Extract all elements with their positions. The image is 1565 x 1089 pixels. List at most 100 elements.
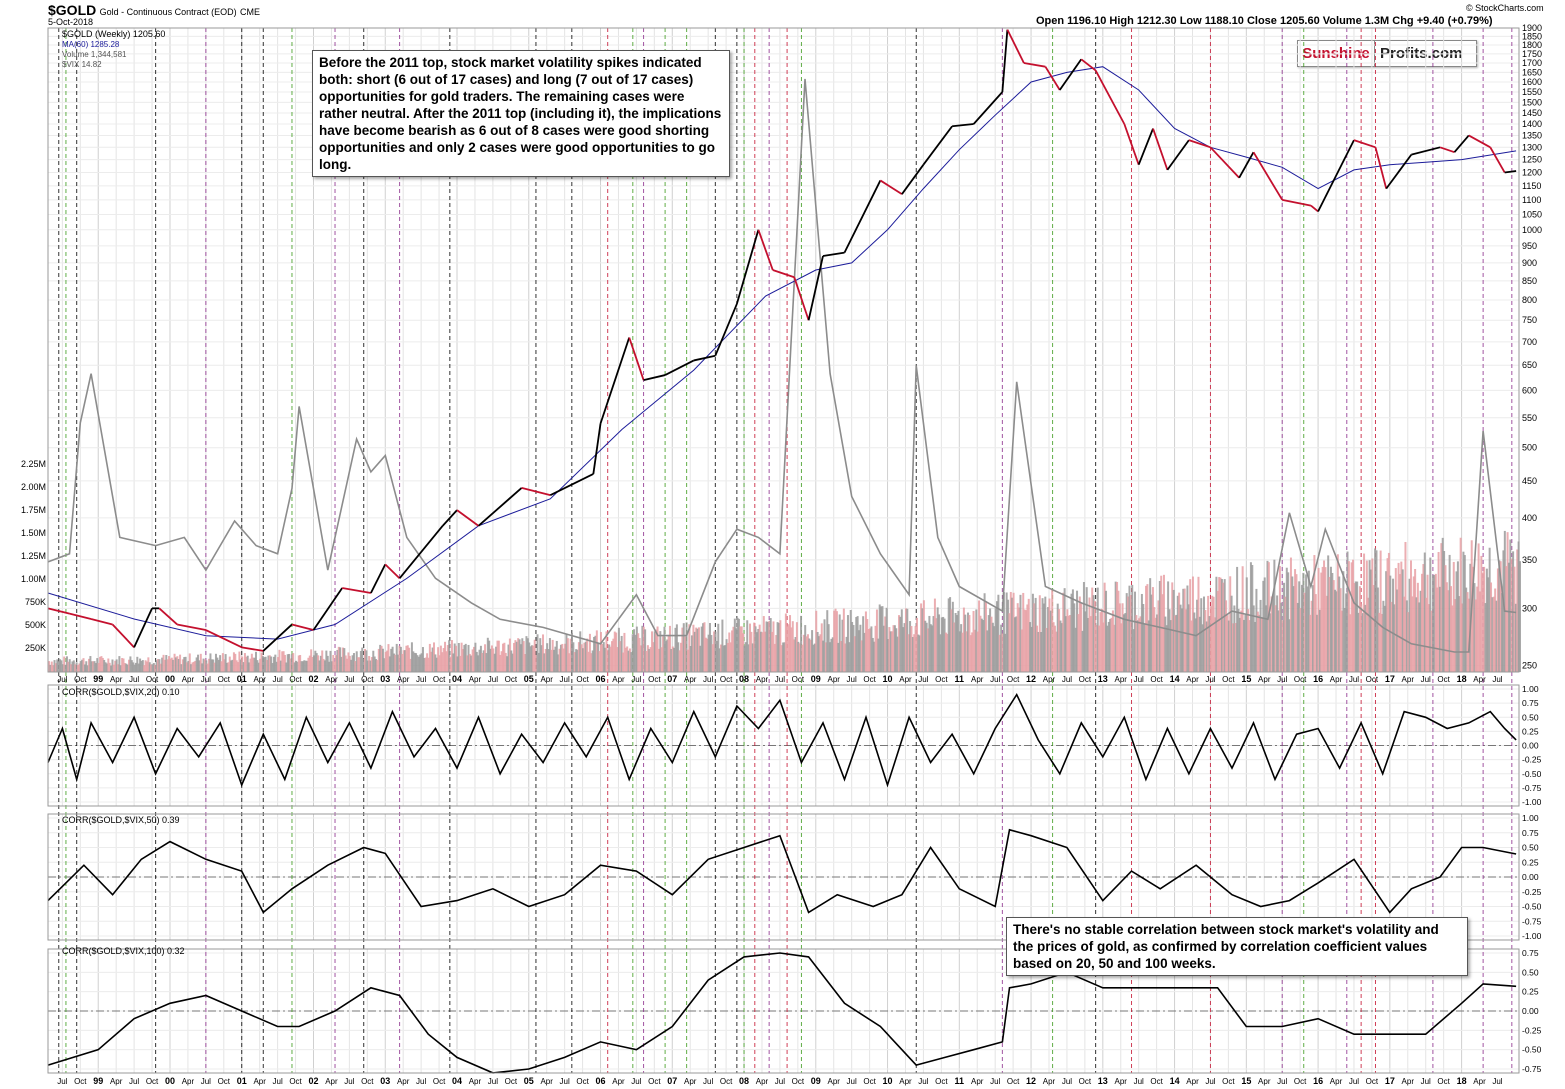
volume-bar: [130, 660, 133, 672]
x-tick-month: Oct: [1007, 675, 1020, 684]
volume-bar: [1465, 587, 1468, 672]
volume-bar: [525, 636, 528, 672]
volume-bar: [1321, 566, 1324, 672]
volume-bar: [370, 657, 373, 672]
volume-bar: [943, 618, 946, 672]
volume-bar: [942, 616, 945, 672]
volume-bar: [708, 623, 711, 672]
volume-bar: [1000, 624, 1003, 672]
volume-bar: [1342, 571, 1345, 672]
volume-bar: [1389, 575, 1392, 672]
volume-bar: [823, 619, 826, 672]
volume-bar: [1092, 595, 1095, 672]
volume-bar: [1212, 596, 1215, 672]
x-tick-month: Apr: [612, 675, 625, 684]
volume-bar: [260, 652, 263, 672]
volume-bar: [257, 662, 260, 672]
volume-bar: [379, 644, 382, 672]
volume-bar: [1438, 586, 1441, 672]
volume-bar: [906, 608, 909, 672]
volume-bar: [1116, 581, 1119, 672]
x-tick-year: 01: [237, 1076, 247, 1086]
y-tick-price: 1400: [1522, 119, 1542, 129]
volume-bar: [566, 638, 569, 672]
x-tick-month: Jul: [1062, 1077, 1072, 1086]
volume-bar: [504, 652, 507, 672]
volume-bar: [428, 643, 431, 672]
x-tick-month: Apr: [253, 1077, 266, 1086]
volume-bar: [819, 634, 822, 672]
gold-segment: [456, 509, 480, 527]
volume-bar: [76, 665, 79, 672]
volume-bar: [1327, 555, 1330, 672]
volume-bar: [935, 618, 938, 672]
x-tick-month: Jul: [1205, 675, 1215, 684]
volume-bar: [1070, 593, 1073, 672]
volume-bar: [111, 659, 114, 672]
x-tick-year: 05: [524, 674, 534, 684]
volume-bar: [466, 655, 469, 672]
x-tick-month: Jul: [129, 1077, 139, 1086]
x-tick-month: Apr: [828, 675, 841, 684]
volume-bar: [177, 659, 180, 672]
x-tick-year: 99: [93, 674, 103, 684]
volume-bar: [561, 643, 564, 672]
volume-bar: [1387, 552, 1390, 672]
volume-bar: [202, 658, 205, 672]
volume-bar: [183, 657, 186, 672]
volume-bar: [1454, 599, 1457, 672]
volume-bar: [1418, 602, 1421, 672]
gold-segment: [1385, 154, 1413, 190]
x-tick-month: Jul: [847, 1077, 857, 1086]
volume-bar: [1069, 614, 1072, 672]
volume-bar: [1300, 584, 1303, 672]
volume-bar: [548, 638, 551, 672]
volume-bar: [328, 661, 331, 672]
volume-bar: [1222, 582, 1225, 672]
volume-bar: [1451, 605, 1454, 672]
legend-ma: MA(60) 1285.28: [62, 40, 120, 49]
volume-bar: [82, 658, 85, 672]
volume-bar: [245, 656, 248, 672]
volume-bar: [842, 608, 845, 672]
volume-bar: [742, 633, 745, 672]
volume-bar: [1299, 607, 1302, 672]
volume-bar: [1506, 532, 1509, 672]
volume-bar: [194, 660, 197, 672]
volume-bar: [1361, 613, 1364, 672]
x-tick-month: Jul: [847, 675, 857, 684]
volume-bar: [1240, 610, 1243, 672]
x-tick-month: Jul: [273, 1077, 283, 1086]
volume-bar: [1514, 603, 1517, 672]
x-tick-month: Oct: [1294, 675, 1307, 684]
volume-bar: [1020, 629, 1023, 672]
volume-bar: [984, 601, 987, 672]
volume-bar: [1118, 603, 1121, 672]
credit: © StockCharts.com: [1466, 3, 1544, 13]
x-tick-month: Jul: [273, 675, 283, 684]
legend-volume: Volume 1,344,581: [62, 50, 127, 59]
x-tick-month: Jul: [560, 675, 570, 684]
volume-bar: [1049, 610, 1052, 672]
y-tick-price: 600: [1522, 385, 1537, 395]
volume-bar: [358, 657, 361, 672]
volume-bar: [609, 646, 612, 672]
x-tick-month: Apr: [540, 1077, 553, 1086]
volume-bar: [152, 663, 155, 672]
volume-bar: [1037, 631, 1040, 672]
volume-bar: [855, 617, 858, 672]
volume-bar: [768, 621, 771, 672]
y-tick-price: 1600: [1522, 77, 1542, 87]
volume-bar: [1452, 561, 1455, 672]
volume-bar: [987, 615, 990, 672]
volume-bar: [699, 645, 702, 672]
volume-bar: [838, 614, 841, 672]
volume-bar: [1328, 576, 1331, 672]
volume-bar: [871, 637, 874, 672]
volume-bar: [432, 642, 435, 672]
volume-bar: [228, 656, 231, 672]
volume-bar: [606, 649, 609, 672]
volume-bar: [692, 624, 695, 672]
volume-bar: [444, 641, 447, 672]
volume-bar: [1425, 597, 1428, 672]
